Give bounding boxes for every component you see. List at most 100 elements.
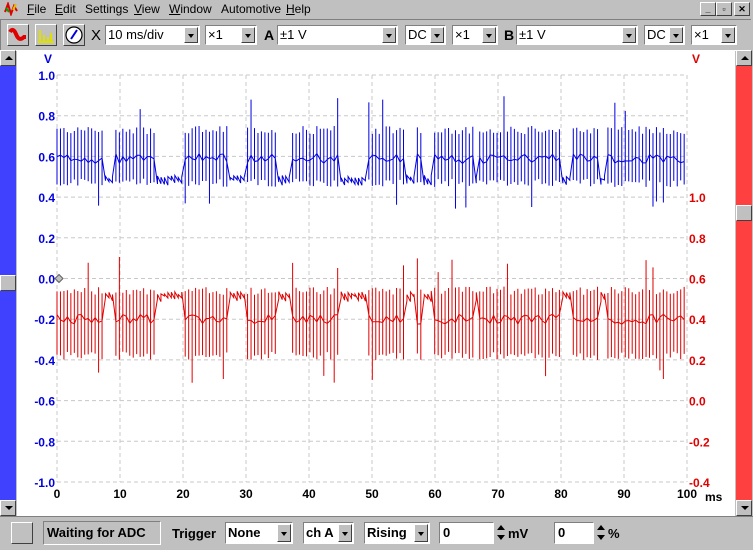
trigger-mode-select[interactable]: None	[225, 522, 293, 544]
channel-a-label: A	[264, 27, 275, 43]
svg-text:-0.2: -0.2	[689, 435, 710, 449]
chevron-down-icon[interactable]	[277, 524, 291, 542]
status-text: Waiting for ADC	[43, 521, 161, 545]
trigger-level-stepper[interactable]	[495, 522, 507, 544]
svg-text:-0.6: -0.6	[34, 395, 55, 409]
channel-a-multiplier-select[interactable]: ×1	[452, 25, 498, 45]
chevron-down-icon[interactable]	[721, 27, 735, 43]
trigger-channel-select[interactable]: ch A	[303, 522, 354, 544]
trigger-label: Trigger	[172, 526, 217, 541]
svg-text:0.0: 0.0	[689, 395, 706, 409]
channel-a-scroll-thumb[interactable]	[0, 275, 16, 291]
svg-text:V: V	[692, 52, 700, 66]
svg-text:-0.4: -0.4	[689, 476, 710, 490]
scroll-up-icon[interactable]	[0, 50, 16, 66]
menu-automotive[interactable]: Automotive	[221, 2, 282, 16]
scroll-up-icon[interactable]	[736, 50, 752, 66]
pretrigger-input[interactable]: 0	[554, 522, 594, 544]
menu-window[interactable]: Window	[169, 2, 212, 16]
menu-settings[interactable]: Settings	[85, 2, 129, 16]
chevron-down-icon[interactable]	[184, 27, 198, 43]
trigger-edge-select[interactable]: Rising	[364, 522, 430, 544]
channel-b-scroll-thumb[interactable]	[736, 205, 752, 221]
minimize-icon: _	[705, 4, 711, 14]
scroll-down-icon[interactable]	[736, 500, 752, 516]
spin-down-icon[interactable]	[595, 533, 607, 544]
restore-button[interactable]: ▫	[716, 2, 732, 16]
svg-text:60: 60	[428, 487, 442, 501]
trigger-level-unit: mV	[508, 526, 529, 541]
svg-text:0.2: 0.2	[689, 354, 706, 368]
scope-view-button[interactable]	[7, 24, 29, 46]
x-multiplier-select[interactable]: ×1	[205, 25, 257, 45]
start-stop-button[interactable]	[11, 522, 33, 544]
spin-down-icon[interactable]	[495, 533, 507, 544]
svg-text:-1.0: -1.0	[34, 476, 55, 490]
status-bar: Waiting for ADC Trigger None ch A Rising…	[0, 516, 753, 550]
channel-a-range-select[interactable]: ±1 V	[277, 25, 398, 45]
menu-bar: File Edit Settings View Window Automotiv…	[0, 0, 753, 18]
svg-text:0.8: 0.8	[38, 110, 55, 124]
pretrigger-unit: %	[608, 526, 620, 541]
svg-text:0.2: 0.2	[38, 232, 55, 246]
menu-edit[interactable]: Edit	[55, 2, 76, 16]
toolbar: X 10 ms/div ×1 A ±1 V DC ×1 B ±1 V DC ×1	[0, 19, 751, 51]
channel-b-coupling-select[interactable]: DC	[644, 25, 685, 45]
svg-text:V: V	[44, 52, 52, 66]
chevron-down-icon[interactable]	[430, 27, 444, 43]
svg-text:-0.8: -0.8	[34, 435, 55, 449]
svg-text:30: 30	[239, 487, 253, 501]
minimize-button[interactable]: _	[700, 2, 716, 16]
x-axis-label: X	[91, 27, 102, 44]
channel-b-multiplier-select[interactable]: ×1	[691, 25, 737, 45]
meter-icon	[65, 26, 83, 44]
svg-text:10: 10	[113, 487, 127, 501]
svg-text:1.0: 1.0	[38, 69, 55, 83]
svg-text:0.0: 0.0	[38, 273, 55, 287]
scroll-down-icon[interactable]	[0, 500, 16, 516]
waveform-chart: V 1.0 0.8 0.6 0.4 0.2 0.0 -0.2 -0.4 -0.6 -0.8 -1.0 V…	[34, 52, 723, 504]
svg-text:ms: ms	[705, 490, 723, 504]
chevron-down-icon[interactable]	[382, 27, 396, 43]
svg-text:-0.2: -0.2	[34, 313, 55, 327]
svg-text:0: 0	[54, 487, 61, 501]
spectrum-icon	[38, 30, 54, 43]
svg-text:-0.4: -0.4	[34, 354, 55, 368]
trigger-level-input[interactable]: 0	[439, 522, 494, 544]
timebase-select[interactable]: 10 ms/div	[105, 25, 200, 45]
close-button[interactable]: ✕	[734, 2, 750, 16]
svg-text:20: 20	[176, 487, 190, 501]
chevron-down-icon[interactable]	[622, 27, 636, 43]
channel-b-range-select[interactable]: ±1 V	[516, 25, 638, 45]
chevron-down-icon[interactable]	[241, 27, 255, 43]
channel-a-coupling-select[interactable]: DC	[405, 25, 446, 45]
close-icon: ✕	[738, 4, 746, 14]
spin-up-icon[interactable]	[595, 522, 607, 533]
svg-text:50: 50	[365, 487, 379, 501]
menu-help[interactable]: Help	[286, 2, 311, 16]
svg-text:90: 90	[617, 487, 631, 501]
svg-text:0.8: 0.8	[689, 232, 706, 246]
svg-text:0.6: 0.6	[689, 273, 706, 287]
meter-view-button[interactable]	[63, 24, 85, 46]
svg-text:0.4: 0.4	[38, 191, 55, 205]
scope-display: V 1.0 0.8 0.6 0.4 0.2 0.0 -0.2 -0.4 -0.6 -0.8 -1.0 V…	[17, 50, 735, 516]
chevron-down-icon[interactable]	[338, 524, 352, 542]
channel-b-label: B	[504, 27, 515, 43]
svg-text:0.6: 0.6	[38, 150, 55, 164]
pretrigger-stepper[interactable]	[595, 522, 607, 544]
svg-text:0.4: 0.4	[689, 313, 706, 327]
spectrum-view-button[interactable]	[35, 24, 57, 46]
chevron-down-icon[interactable]	[414, 524, 428, 542]
menu-view[interactable]: View	[134, 2, 160, 16]
svg-text:80: 80	[554, 487, 568, 501]
spin-up-icon[interactable]	[495, 522, 507, 533]
channel-b-offset-scrollbar[interactable]	[736, 50, 752, 516]
oscilloscope-icon	[8, 27, 26, 41]
chevron-down-icon[interactable]	[482, 27, 496, 43]
menu-file[interactable]: File	[27, 2, 47, 16]
svg-text:1.0: 1.0	[689, 191, 706, 205]
restore-icon: ▫	[722, 4, 726, 14]
chevron-down-icon[interactable]	[669, 27, 683, 43]
channel-a-offset-scrollbar[interactable]	[0, 50, 16, 516]
